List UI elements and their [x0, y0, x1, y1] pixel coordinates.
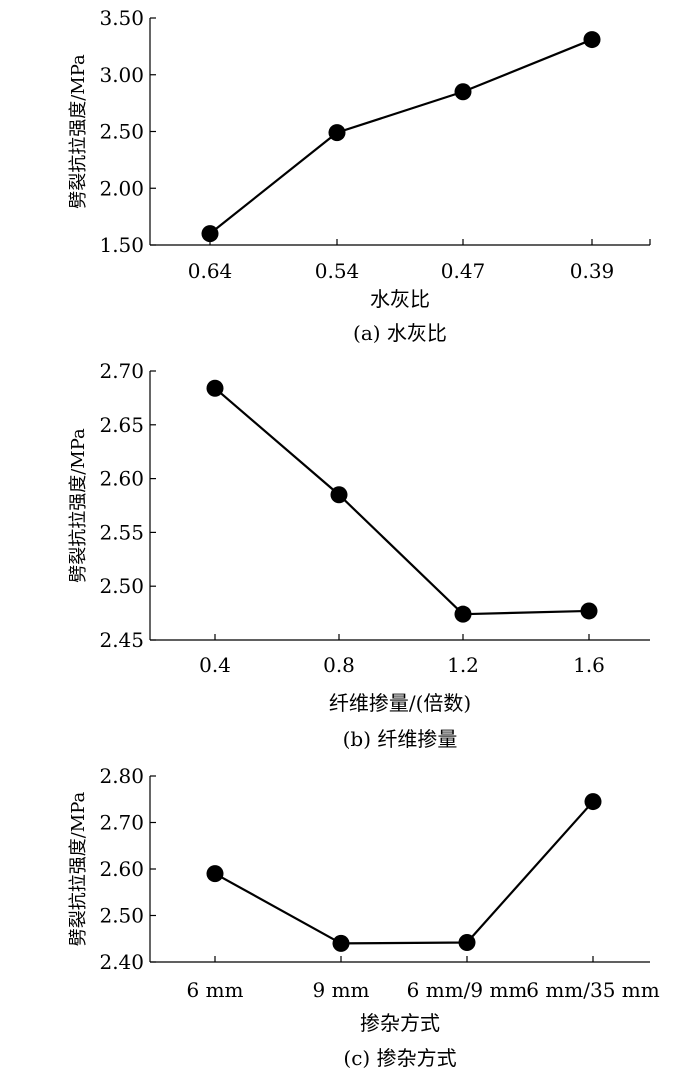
y-tick-label: 2.55 — [99, 520, 144, 544]
x-tick-label: 0.54 — [315, 259, 360, 283]
y-tick-label: 2.70 — [99, 811, 144, 835]
x-axis-label: 纤维掺量/(倍数) — [329, 691, 471, 715]
y-tick-label: 2.50 — [99, 904, 144, 928]
x-axis-label: 水灰比 — [370, 287, 430, 311]
data-point — [581, 602, 598, 619]
x-tick-label: 6 mm — [186, 978, 243, 1002]
data-point — [333, 935, 350, 952]
data-point — [459, 934, 476, 951]
data-point — [207, 865, 224, 882]
data-point — [585, 793, 602, 810]
x-tick-label: 6 mm/35 mm — [526, 978, 660, 1002]
x-tick-label: 0.4 — [199, 653, 231, 677]
x-tick-label: 1.2 — [447, 653, 479, 677]
y-tick-label: 2.70 — [99, 359, 144, 383]
y-tick-label: 3.00 — [99, 63, 144, 87]
y-tick-label: 2.45 — [99, 628, 144, 652]
y-tick-label: 2.40 — [99, 950, 144, 974]
y-tick-label: 2.50 — [99, 120, 144, 144]
data-point — [455, 606, 472, 623]
series-line — [210, 40, 592, 234]
data-point — [329, 124, 346, 141]
y-tick-label: 3.50 — [99, 6, 144, 30]
y-tick-label: 2.60 — [99, 467, 144, 491]
x-tick-label: 9 mm — [312, 978, 369, 1002]
chart-2: 2.45 2.50 2.55 2.60 2.65 2.70 0.4 0.8 1.2 1.6 纤维掺量… — [68, 359, 650, 751]
data-point — [584, 31, 601, 48]
data-point — [455, 83, 472, 100]
y-axis-label: 劈裂抗拉强度/MPa — [68, 791, 89, 946]
y-tick-label: 2.50 — [99, 574, 144, 598]
chart-caption: (b) 纤维掺量 — [343, 727, 458, 751]
data-point — [207, 380, 224, 397]
x-tick-label: 0.64 — [188, 259, 233, 283]
y-tick-label: 2.65 — [99, 413, 144, 437]
series-line — [215, 802, 593, 944]
y-axis-label: 劈裂抗拉强度/MPa — [68, 428, 89, 583]
x-tick-label: 1.6 — [573, 653, 605, 677]
x-axis-label: 掺杂方式 — [360, 1011, 440, 1035]
chart-3: 2.40 2.50 2.60 2.70 2.80 6 mm 9 mm 6 mm/9 mm6 m… — [68, 764, 660, 1070]
y-tick-label: 1.50 — [99, 233, 144, 257]
series-line — [215, 388, 589, 614]
x-tick-label: 0.47 — [441, 259, 486, 283]
x-tick-label: 0.8 — [323, 653, 355, 677]
figure: 1.50 2.00 2.50 3.00 3.50 0.64 0.54 0.47 0.39 水灰比劈… — [0, 0, 700, 1083]
y-axis-label: 劈裂抗拉强度/MPa — [68, 54, 89, 209]
chart-caption: (a) 水灰比 — [353, 321, 447, 345]
figure-canvas: 1.502.002.503.003.500.64 0.54 0.47 0.39水灰比劈… — [0, 0, 700, 1083]
x-tick-label: 6 mm/9 mm — [407, 978, 528, 1002]
y-tick-label: 2.80 — [99, 764, 144, 788]
data-point — [331, 486, 348, 503]
data-point — [202, 225, 219, 242]
y-tick-label: 2.00 — [99, 176, 144, 200]
y-tick-label: 2.60 — [99, 857, 144, 881]
chart-caption: (c) 掺杂方式 — [343, 1046, 456, 1070]
chart-1: 1.50 2.00 2.50 3.00 3.50 0.64 0.54 0.47 0.39 水灰比 劈… — [68, 6, 650, 345]
x-tick-label: 0.39 — [570, 259, 615, 283]
